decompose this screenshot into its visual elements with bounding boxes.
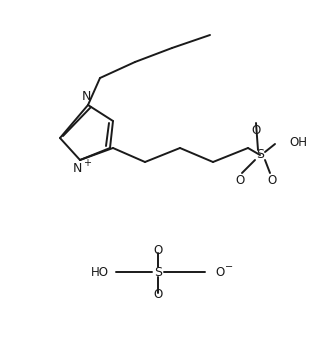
- Text: O: O: [235, 174, 245, 188]
- Text: N: N: [81, 91, 91, 103]
- Text: O: O: [251, 124, 261, 138]
- Text: O: O: [267, 174, 277, 188]
- Text: N: N: [72, 162, 82, 174]
- Text: O: O: [153, 244, 163, 258]
- Text: O: O: [215, 266, 224, 279]
- Text: S: S: [256, 148, 264, 162]
- Text: −: −: [225, 262, 233, 272]
- Text: O: O: [153, 289, 163, 301]
- Text: HO: HO: [91, 266, 109, 279]
- Text: OH: OH: [289, 136, 307, 148]
- Text: +: +: [83, 158, 91, 168]
- Text: S: S: [154, 266, 162, 279]
